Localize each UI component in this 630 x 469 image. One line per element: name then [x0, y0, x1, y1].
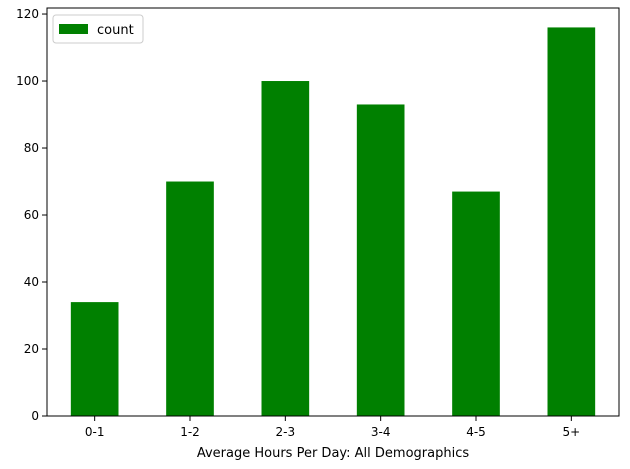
- y-tick-label: 120: [16, 7, 39, 21]
- legend-box: [52, 14, 144, 44]
- y-axis: 0 20 40 60 80 100 120: [16, 7, 47, 423]
- bar-3-4: [356, 104, 405, 417]
- y-tick-label: 100: [16, 74, 39, 88]
- bar-1-2: [166, 181, 214, 416]
- x-tick-label: 2-3: [276, 425, 296, 439]
- bar-5+: [547, 27, 596, 417]
- bar-2-3: [261, 81, 310, 416]
- bar-4-5: [452, 191, 500, 416]
- legend-swatch: [59, 24, 88, 34]
- y-tick-label: 20: [24, 342, 39, 356]
- x-tick-label: 5+: [562, 425, 580, 439]
- bar-0-1: [70, 302, 119, 416]
- x-tick-label: 1-2: [180, 425, 200, 439]
- y-tick-label: 0: [31, 409, 39, 423]
- y-tick-label: 80: [24, 141, 39, 155]
- plot-frame: [46, 7, 620, 417]
- x-axis-label: Average Hours Per Day: All Demographics: [197, 446, 470, 461]
- x-tick-label: 4-5: [466, 425, 486, 439]
- bars-group: [70, 27, 596, 417]
- x-tick-label: 0-1: [85, 425, 105, 439]
- y-tick-label: 40: [24, 275, 39, 289]
- x-tick-label: 3-4: [371, 425, 391, 439]
- legend-label: count: [97, 23, 134, 38]
- y-tick-label: 60: [24, 208, 39, 222]
- legend: count: [52, 14, 144, 44]
- x-axis: 0-1 1-2 2-3 3-4 4-5 5+: [85, 416, 580, 439]
